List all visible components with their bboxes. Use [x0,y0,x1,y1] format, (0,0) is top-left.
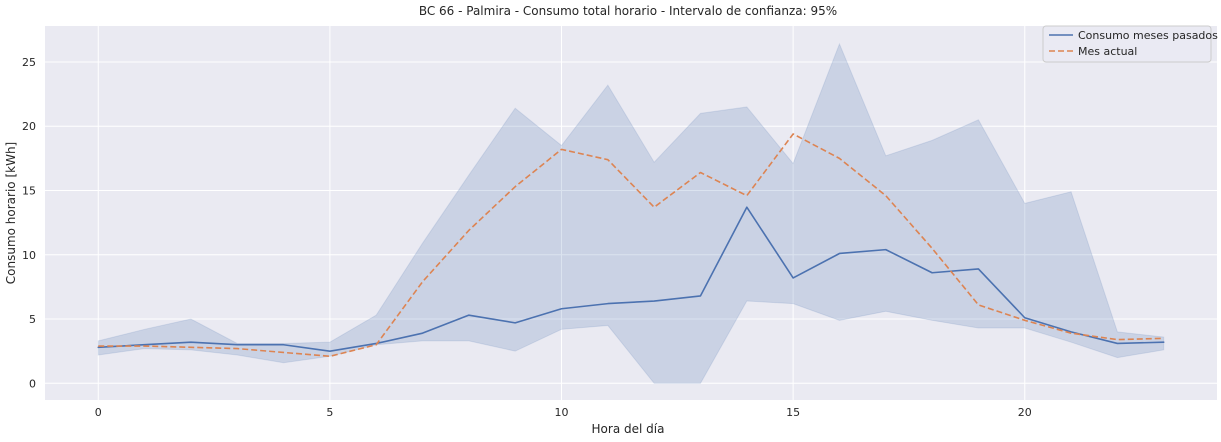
y-tick-label: 0 [29,377,36,390]
x-axis-ticks: 0 5 10 15 20 [95,406,1032,419]
y-tick-label: 10 [22,249,36,262]
y-tick-label: 25 [22,56,36,69]
y-tick-label: 20 [22,120,36,133]
legend-label-consumo-meses-pasados: Consumo meses pasados [1078,29,1218,42]
x-axis-label: Hora del día [592,422,665,436]
x-tick-label: 20 [1018,406,1032,419]
x-tick-label: 15 [786,406,800,419]
y-tick-label: 15 [22,185,36,198]
legend-label-mes-actual: Mes actual [1078,45,1137,58]
legend-frame [1042,25,1212,63]
confidence-band-consumo-meses-pasados [97,42,1165,384]
y-tick-label: 5 [29,313,36,326]
series-line-consumo-meses-pasados [97,206,1165,352]
y-axis-label: Consumo horario [kWh] [4,142,18,284]
series-line-mes-actual [98,133,1164,358]
confidence-interval-layer [97,42,1165,384]
x-tick-label: 10 [555,406,569,419]
x-tick-label: 5 [326,406,333,419]
grid [45,26,1217,400]
x-tick-label: 0 [95,406,102,419]
legend: Consumo meses pasados Mes actual [1042,25,1218,63]
chart-title: BC 66 - Palmira - Consumo total horario … [419,4,837,18]
plot-area [45,26,1217,400]
y-axis-ticks: 0 5 10 15 20 25 [22,56,36,390]
series-lines-layer [97,133,1165,358]
